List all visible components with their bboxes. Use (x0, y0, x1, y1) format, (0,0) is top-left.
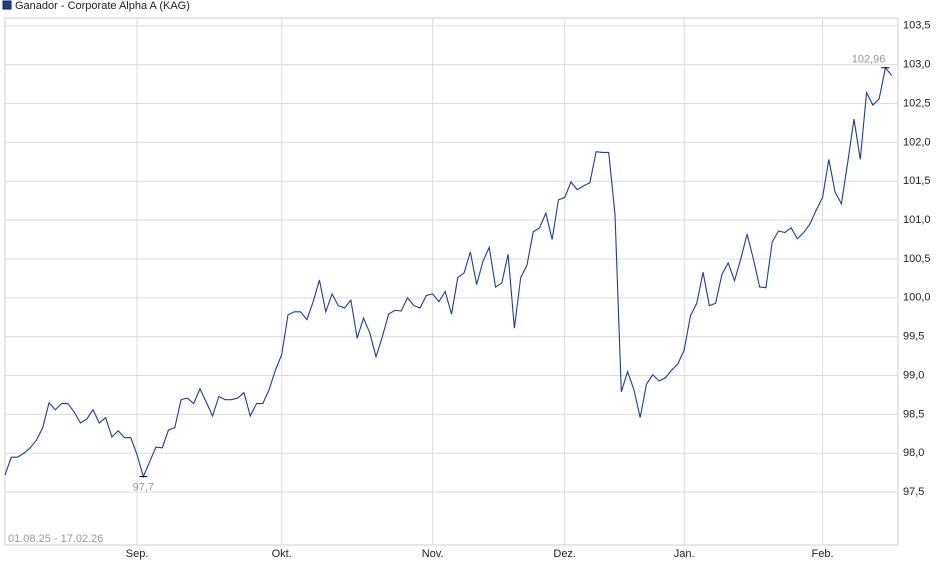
chart-title: Ganador - Corporate Alpha A (KAG) (15, 0, 190, 12)
legend-swatch (2, 0, 12, 10)
y-tick-label: 101,5 (903, 175, 931, 187)
y-tick-label: 103,0 (903, 59, 931, 71)
y-tick-label: 98,5 (903, 408, 924, 420)
y-tick-label: 100,5 (903, 253, 931, 265)
y-tick-label: 102,0 (903, 136, 931, 148)
y-tick-label: 97,5 (903, 486, 924, 498)
y-tick-label: 99,5 (903, 331, 924, 343)
y-tick-label: 102,5 (903, 97, 931, 109)
y-tick-label: 99,0 (903, 369, 924, 381)
x-tick-label: Okt. (272, 548, 292, 560)
plot-frame (4, 17, 899, 546)
x-tick-label: Feb. (812, 548, 834, 560)
y-tick-label: 98,0 (903, 447, 924, 459)
y-tick-label: 101,0 (903, 214, 931, 226)
x-tick-label: Nov. (422, 548, 444, 560)
date-range: 01.08.25 - 17.02.26 (8, 533, 103, 545)
y-tick-label: 100,0 (903, 292, 931, 304)
annotation: 102,96 (852, 54, 886, 66)
line-series (4, 66, 893, 479)
x-tick-label: Dez. (553, 548, 576, 560)
x-tick-label: Jan. (674, 548, 695, 560)
x-tick-label: Sep. (126, 548, 149, 560)
y-tick-label: 103,5 (903, 20, 931, 32)
annotation: 97,7 (133, 482, 154, 494)
